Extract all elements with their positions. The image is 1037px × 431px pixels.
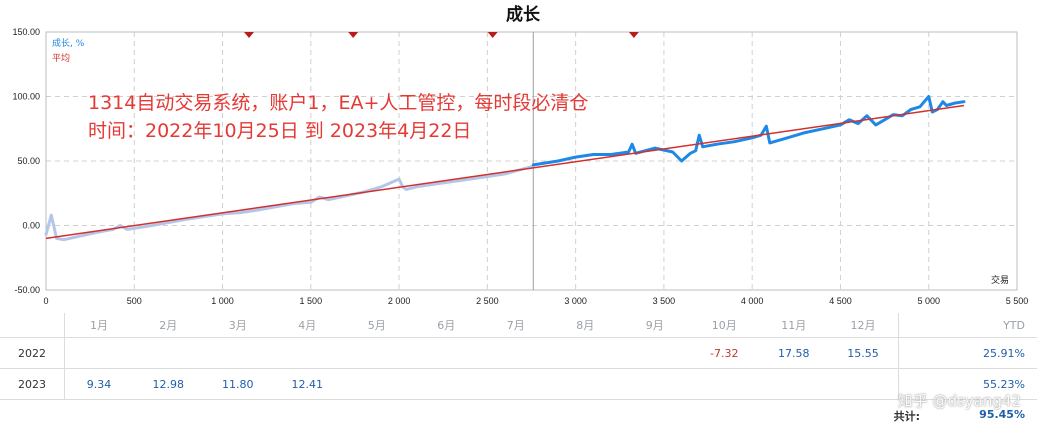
y-tick-label: -50.00 (14, 285, 40, 295)
month-value-cell (481, 337, 551, 369)
x-axis-label: 交易 (991, 274, 1009, 286)
growth-series-after (531, 95, 966, 167)
x-tick-label: 2 500 (476, 296, 499, 306)
total-label: 共计: (893, 410, 920, 423)
table-body: 2022 -7.32 17.58 15.55 25.91% 2023 9.34 12.98 11… (0, 337, 1037, 400)
average-trend-line (45, 104, 965, 240)
month-header: 9月 (620, 313, 690, 338)
watermark: 知乎 @dsyang42 (897, 392, 1021, 410)
month-header: 7月 (481, 313, 551, 338)
month-value-cell: 11.80 (203, 368, 273, 400)
grid-lines (45, 31, 1018, 291)
month-value-cell: 12.41 (272, 368, 342, 400)
month-value-cell: 17.58 (759, 337, 829, 369)
month-value-cell (133, 337, 203, 369)
axis-labels: -50.00 0.00 50.00 100.00 150.00 0 500 1 000 1 50… (12, 27, 1028, 306)
month-value-cell: -7.32 (689, 337, 759, 369)
x-tick-label: 2 000 (388, 296, 411, 306)
x-tick-label: 4 500 (829, 296, 852, 306)
month-value-cell (689, 368, 759, 400)
series-layer (44, 32, 966, 290)
month-value-cell (64, 337, 134, 369)
event-marker (348, 32, 359, 38)
growth-series-before (44, 164, 535, 242)
y-tick-label: 0.00 (22, 221, 40, 231)
x-tick-label: 500 (127, 296, 142, 306)
year-cell: 2022 (0, 337, 65, 369)
x-tick-label: 1 500 (300, 296, 323, 306)
x-tick-label: 3 000 (564, 296, 587, 306)
month-header: 4月 (272, 313, 342, 338)
event-marker (487, 32, 498, 38)
month-value-cell (550, 368, 620, 400)
month-value-cell (411, 368, 481, 400)
total-row: 共计: 95.45% (0, 400, 1037, 428)
ytd-cell: 55.23% (897, 368, 1037, 400)
month-header: 8月 (550, 313, 620, 338)
monthly-returns-table: 1月 2月 3月 4月 5月 6月 7月 8月 9月 10月 11月 12月 YTD 2022 -7.32… (0, 313, 1037, 400)
month-value-cell (550, 337, 620, 369)
month-value-cell: 12.98 (133, 368, 203, 400)
month-header: 3月 (203, 313, 273, 338)
annotation-line-1: 1314自动交易系统，账户1，EA+人工管控，每时段必清仓 (88, 92, 588, 114)
month-header: 11月 (759, 313, 829, 338)
event-marker (244, 32, 255, 38)
y-tick-label: 50.00 (17, 156, 40, 166)
ytd-header: YTD (897, 313, 1037, 338)
annotation-line-2: 时间：2022年10月25日 到 2023年4月22日 (88, 120, 471, 142)
legend: 成长, % 平均 (52, 37, 85, 64)
table-row: 2022 -7.32 17.58 15.55 25.91% (0, 337, 1037, 369)
month-value-cell (481, 368, 551, 400)
x-tick-label: 5 000 (917, 296, 940, 306)
month-header: 6月 (411, 313, 481, 338)
month-header: 5月 (342, 313, 412, 338)
y-tick-label: 100.00 (12, 92, 40, 102)
x-tick-label: 4 000 (741, 296, 764, 306)
month-value-cell: 15.55 (828, 337, 898, 369)
month-header: 10月 (689, 313, 759, 338)
month-value-cell: 9.34 (64, 368, 134, 400)
annotation: 1314自动交易系统，账户1，EA+人工管控，每时段必清仓 时间：2022年10… (88, 92, 588, 142)
ytd-cell: 25.91% (897, 337, 1037, 369)
plot-area (45, 31, 1018, 291)
month-value-cell (203, 337, 273, 369)
x-tick-label: 0 (43, 296, 48, 306)
table-row: 2023 9.34 12.98 11.80 12.41 55.23% (0, 368, 1037, 400)
x-tick-label: 3 500 (653, 296, 676, 306)
x-tick-label: 5 500 (1006, 296, 1029, 306)
month-value-cell (759, 368, 829, 400)
month-value-cell (342, 368, 412, 400)
growth-chart: 成长 -50.00 0.00 50.00 100.00 150.00 0 500 1 000 1… (12, 4, 1028, 306)
month-header: 12月 (828, 313, 898, 338)
month-value-cell (342, 337, 412, 369)
chart-title: 成长 (506, 4, 541, 25)
month-header: 2月 (133, 313, 203, 338)
table-header-row: 1月 2月 3月 4月 5月 6月 7月 8月 9月 10月 11月 12月 YTD (0, 313, 1037, 338)
month-value-cell (620, 368, 690, 400)
month-value-cell (411, 337, 481, 369)
legend-growth: 成长, % (52, 37, 85, 49)
month-value-cell (620, 337, 690, 369)
event-marker (628, 32, 639, 38)
x-tick-label: 1 000 (211, 296, 234, 306)
month-header: 1月 (64, 313, 134, 338)
legend-average: 平均 (52, 52, 70, 64)
month-value-cell (272, 337, 342, 369)
month-value-cell (828, 368, 898, 400)
total-value: 95.45% (979, 408, 1025, 421)
year-header (0, 313, 65, 338)
y-tick-label: 150.00 (12, 27, 40, 37)
year-cell: 2023 (0, 368, 65, 400)
